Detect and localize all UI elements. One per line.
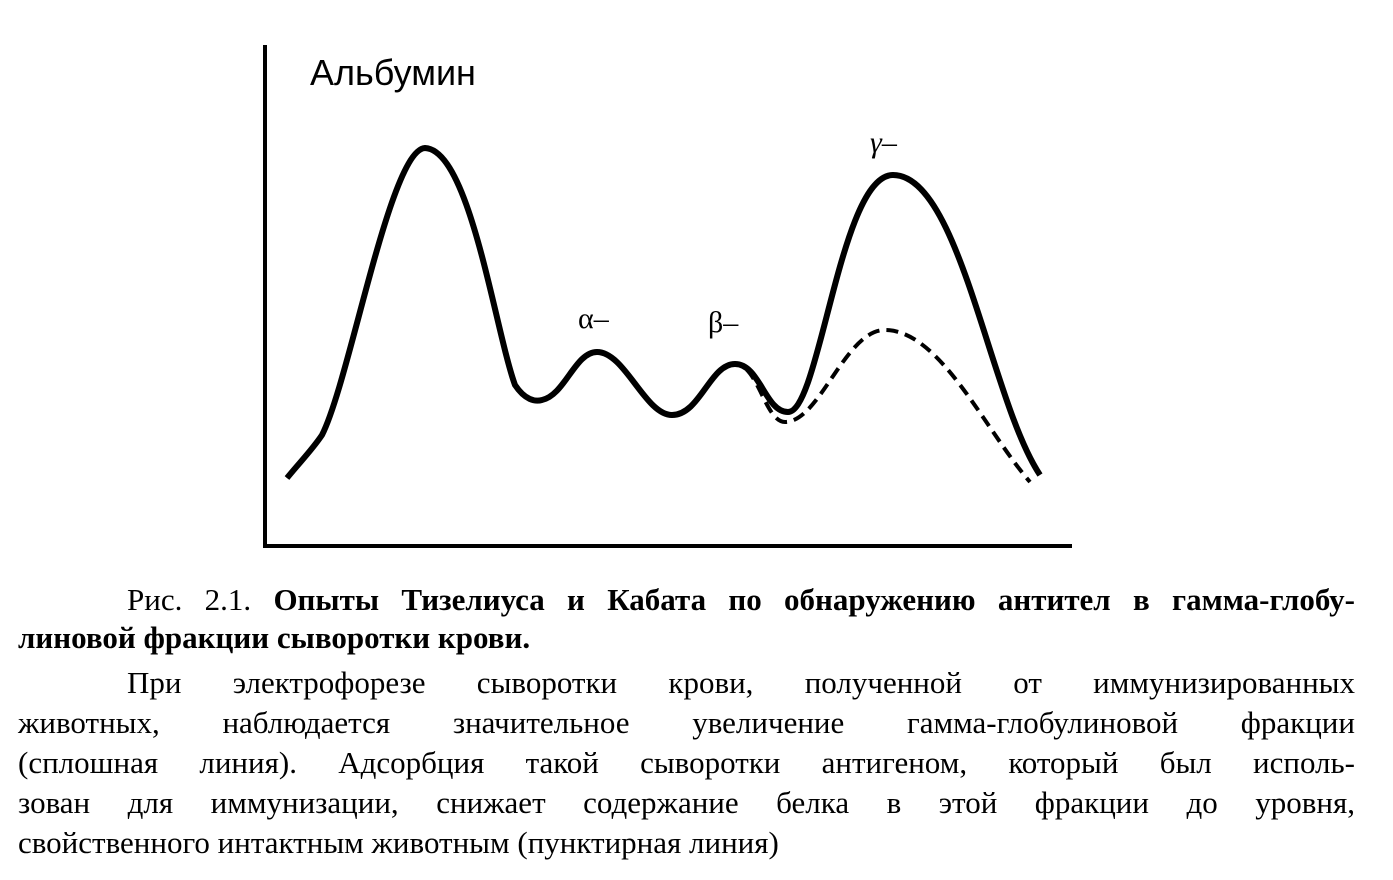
dashed-curve — [285, 145, 1032, 484]
albumin-label: Альбумин — [310, 52, 476, 93]
paragraph-line: (сплошная линия). Адсорбция такой сыворо… — [18, 745, 1355, 780]
paragraph-line: животных, наблюдается значительное увели… — [18, 705, 1355, 740]
gamma-label: γ– — [870, 126, 898, 159]
alpha-label: α– — [578, 302, 610, 335]
paragraph-line: При электрофорезе сыворотки крови, получ… — [127, 665, 1355, 700]
paragraph-line: зован для иммунизации, снижает содержани… — [18, 785, 1355, 820]
caption-title: Опыты Тизелиуса и Кабата по обнаружению … — [273, 582, 1355, 617]
caption-line: линовой фракции сыворотки крови. — [18, 620, 530, 656]
caption-title: линовой фракции сыворотки крови. — [18, 620, 531, 655]
beta-label: β– — [708, 306, 739, 339]
caption-line: Рис. 2.1. Опыты Тизелиуса и Кабата по об… — [127, 582, 1355, 618]
figure: Альбумин α– β– γ– — [263, 45, 1072, 548]
paragraph-line: свойственного интактным животным (пункти… — [18, 825, 779, 860]
solid-curve — [284, 144, 1043, 480]
caption-label: Рис. 2.1. — [127, 582, 252, 617]
